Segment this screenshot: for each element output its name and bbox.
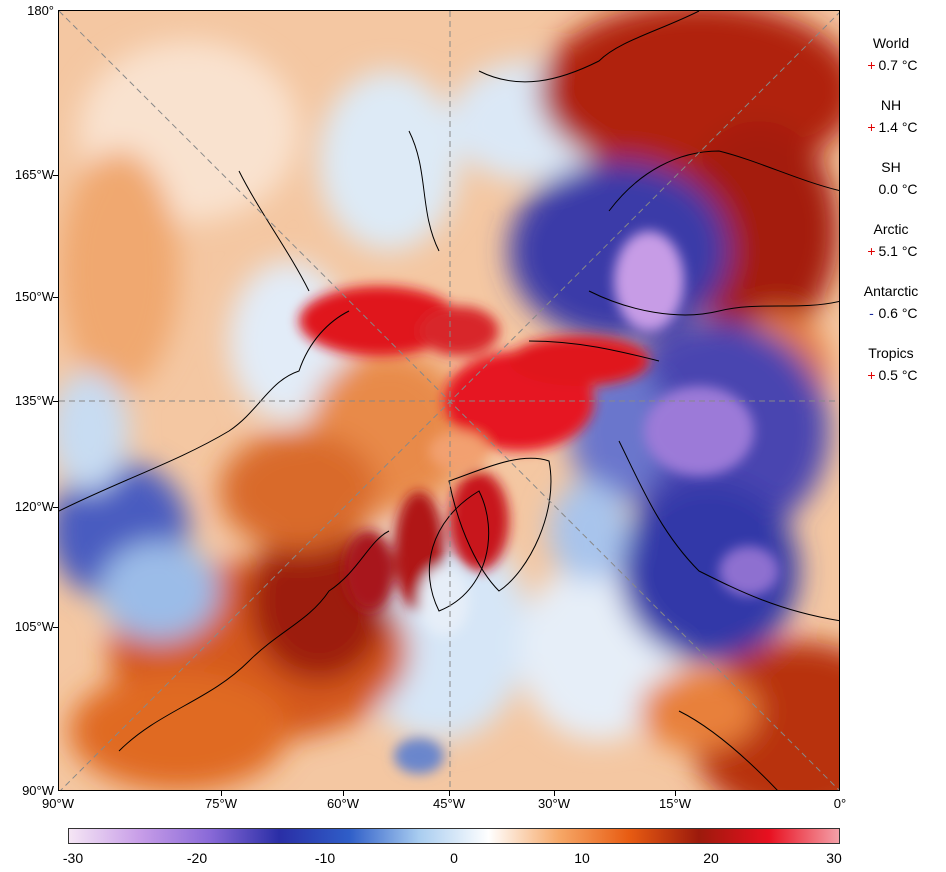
stat-label: NH (880, 97, 902, 113)
y-axis-label: 105°W (14, 619, 54, 634)
x-tick (221, 791, 222, 796)
y-axis-label: 165°W (14, 167, 54, 182)
stat-arctic: Arctic +5.1 °C (846, 220, 936, 260)
sign-indicator: - (869, 305, 874, 321)
x-tick (449, 791, 450, 796)
colorbar-tick-label: 0 (450, 850, 458, 866)
colorbar-tick-label: 30 (826, 850, 842, 866)
x-axis-label: 30°W (538, 796, 570, 811)
colorbar-tick-label: -10 (314, 850, 336, 866)
stat-value: 0.7 °C (878, 57, 918, 73)
stat-value: 0.5 °C (878, 367, 918, 383)
stat-tropics: Tropics +0.5 °C (846, 344, 936, 384)
stat-antarctic: Antarctic -0.6 °C (846, 282, 936, 322)
x-tick (675, 791, 676, 796)
x-axis-label: 15°W (659, 796, 691, 811)
stat-label: Tropics (868, 345, 914, 361)
sign-indicator: + (867, 119, 876, 135)
y-tick (53, 507, 58, 508)
stat-value: 5.1 °C (878, 243, 918, 259)
y-axis-label: 150°W (14, 289, 54, 304)
anomaly-field (59, 11, 839, 790)
colorbar (68, 828, 840, 844)
stat-label: Antarctic (863, 283, 919, 299)
y-axis-label: 135°W (14, 393, 54, 408)
stat-sh: SH 0.0 °C (846, 158, 936, 198)
stat-label: SH (881, 159, 901, 175)
y-tick (53, 297, 58, 298)
x-axis-label: 60°W (327, 796, 359, 811)
stat-value: 0.0 °C (878, 181, 918, 197)
x-tick (343, 791, 344, 796)
temperature-anomaly-map (58, 10, 840, 791)
stat-world: World +0.7 °C (846, 34, 936, 74)
x-axis-label: 0° (833, 796, 847, 811)
y-tick (53, 627, 58, 628)
y-tick (53, 175, 58, 176)
x-tick (554, 791, 555, 796)
y-tick (53, 401, 58, 402)
graticule (59, 11, 839, 790)
sign-indicator: + (867, 57, 876, 73)
x-axis-label: 75°W (205, 796, 237, 811)
sign-indicator: + (867, 243, 876, 259)
regional-anomaly-legend: World +0.7 °C NH +1.4 °C SH 0.0 °C Arcti… (846, 34, 936, 406)
stat-value: 1.4 °C (878, 119, 918, 135)
y-axis-label: 120°W (14, 499, 54, 514)
x-axis-label: 90°W (42, 796, 74, 811)
x-axis-label: 45°W (433, 796, 465, 811)
stat-value: 0.6 °C (878, 305, 918, 321)
stat-label: Arctic (873, 221, 909, 237)
colorbar-tick-label: -20 (186, 850, 208, 866)
y-axis-label: 90°W (22, 783, 54, 798)
colorbar-tick-label: 10 (574, 850, 590, 866)
colorbar-tick-label: -30 (62, 850, 84, 866)
coastlines (59, 11, 839, 790)
y-axis-label: 180° (27, 3, 54, 18)
stat-label: World (872, 35, 910, 51)
sign-indicator: + (867, 367, 876, 383)
colorbar-tick-label: 20 (703, 850, 719, 866)
stat-nh: NH +1.4 °C (846, 96, 936, 136)
